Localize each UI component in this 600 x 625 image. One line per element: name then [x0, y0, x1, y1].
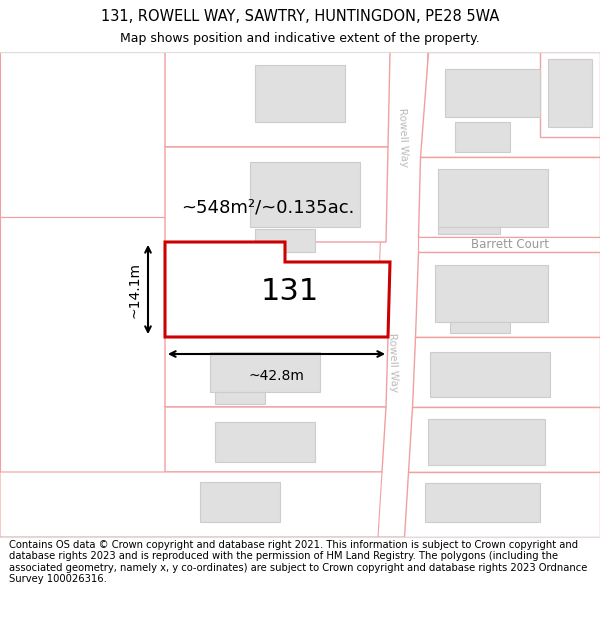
Text: Barrett Court: Barrett Court — [471, 239, 549, 251]
Polygon shape — [420, 52, 600, 157]
Text: 131: 131 — [261, 278, 319, 306]
Text: Rowell Way: Rowell Way — [397, 107, 409, 167]
Text: ~14.1m: ~14.1m — [128, 261, 142, 318]
Polygon shape — [540, 52, 600, 137]
Text: Map shows position and indicative extent of the property.: Map shows position and indicative extent… — [120, 32, 480, 45]
Polygon shape — [455, 122, 510, 152]
Polygon shape — [425, 483, 540, 522]
Polygon shape — [255, 65, 345, 122]
Polygon shape — [210, 352, 320, 392]
Polygon shape — [295, 289, 340, 317]
Polygon shape — [255, 229, 315, 252]
Polygon shape — [165, 147, 388, 242]
Text: ~42.8m: ~42.8m — [248, 369, 304, 383]
Polygon shape — [412, 337, 600, 407]
Polygon shape — [435, 265, 548, 322]
Polygon shape — [430, 352, 550, 397]
Polygon shape — [404, 472, 600, 537]
Text: 131, ROWELL WAY, SAWTRY, HUNTINGDON, PE28 5WA: 131, ROWELL WAY, SAWTRY, HUNTINGDON, PE2… — [101, 9, 499, 24]
Polygon shape — [450, 322, 510, 333]
Polygon shape — [408, 407, 600, 472]
Polygon shape — [215, 422, 315, 462]
Polygon shape — [415, 252, 600, 337]
Polygon shape — [165, 337, 388, 407]
Polygon shape — [428, 419, 545, 465]
Polygon shape — [445, 69, 540, 117]
Polygon shape — [0, 472, 382, 537]
Text: Contains OS data © Crown copyright and database right 2021. This information is : Contains OS data © Crown copyright and d… — [9, 539, 587, 584]
Polygon shape — [418, 157, 600, 237]
Polygon shape — [0, 52, 165, 217]
Polygon shape — [200, 482, 280, 522]
Text: Rowell Way: Rowell Way — [387, 332, 399, 392]
Polygon shape — [438, 227, 500, 234]
Text: ~548m²/~0.135ac.: ~548m²/~0.135ac. — [181, 198, 355, 216]
Polygon shape — [165, 52, 390, 147]
Polygon shape — [165, 242, 390, 337]
Polygon shape — [370, 52, 428, 537]
Polygon shape — [548, 59, 592, 127]
Polygon shape — [165, 407, 386, 472]
Polygon shape — [200, 272, 285, 302]
Polygon shape — [0, 217, 165, 537]
Polygon shape — [418, 237, 600, 252]
Polygon shape — [215, 392, 265, 404]
Polygon shape — [438, 169, 548, 227]
Polygon shape — [250, 162, 360, 227]
